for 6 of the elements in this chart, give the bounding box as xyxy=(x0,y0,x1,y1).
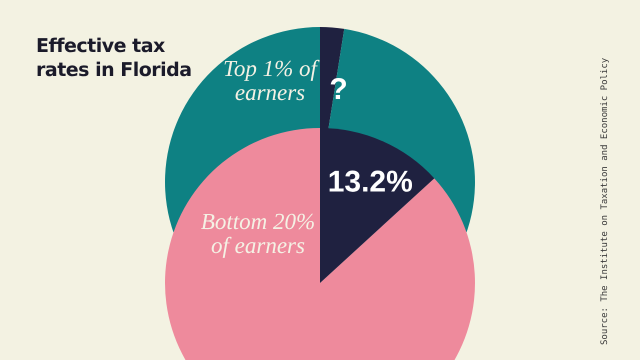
data-label: ? xyxy=(329,73,348,106)
text: Effective tax rates in Florida xyxy=(36,34,193,82)
data-label: 13.2% xyxy=(328,166,413,199)
text: Top 1% of earners xyxy=(223,56,320,106)
source-note: Source: The Institute on Taxation and Economic Policy xyxy=(600,58,610,345)
text: Bottom 20% of earners xyxy=(200,209,316,258)
